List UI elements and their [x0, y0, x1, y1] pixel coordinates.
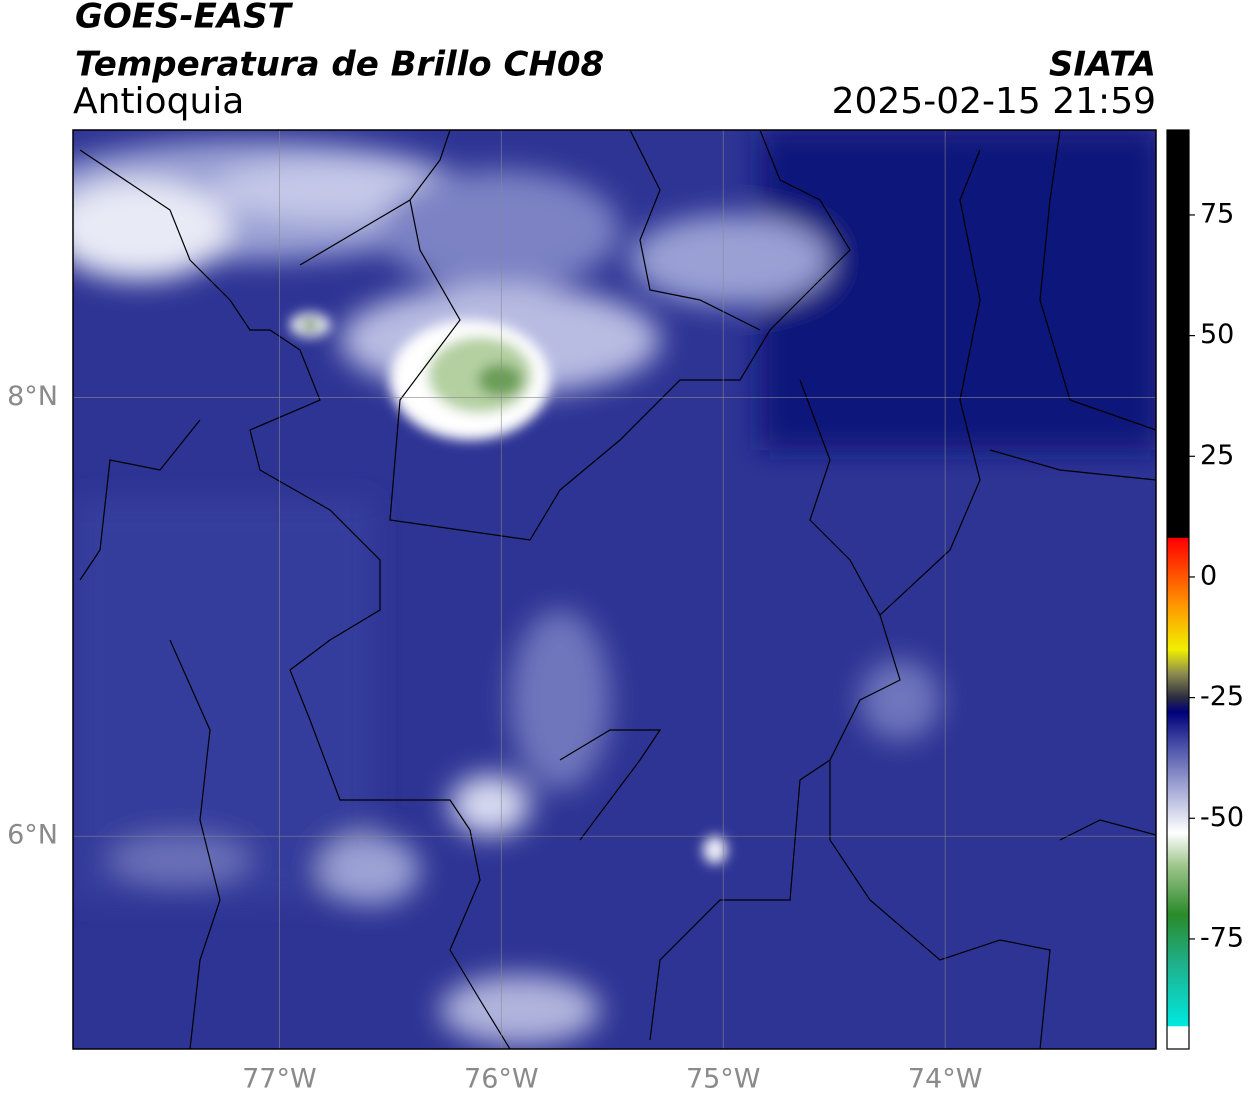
colorbar	[1166, 129, 1190, 1050]
source: SIATA	[1049, 45, 1156, 85]
convective-cores	[290, 313, 727, 864]
lat-label: 6°N	[7, 820, 58, 851]
colorbar-tick-label: 25	[1200, 440, 1234, 471]
region: Antioquia	[73, 81, 244, 122]
subtitle: Temperatura de Brillo CH08	[75, 45, 604, 85]
colorbar-tick-label: -75	[1200, 922, 1244, 953]
colorbar-tick-label: -25	[1200, 681, 1244, 712]
lon-label: 75°W	[686, 1064, 761, 1095]
imagery	[73, 130, 1156, 1049]
borders	[79, 130, 1156, 1049]
lon-label: 77°W	[242, 1064, 317, 1095]
colorbar-tick-label: 50	[1200, 319, 1234, 350]
title: GOES-EAST	[75, 0, 294, 37]
datetime: 2025-02-15 21:59	[832, 81, 1156, 122]
colorbar-tick-label: 75	[1200, 198, 1234, 229]
colorbar-tick-label: -50	[1200, 802, 1244, 833]
lon-label: 76°W	[464, 1064, 539, 1095]
lat-label: 8°N	[7, 381, 58, 412]
lon-label: 74°W	[908, 1064, 983, 1095]
map-frame	[72, 129, 1157, 1050]
colorbar-tick-label: 0	[1200, 560, 1217, 591]
graticule	[73, 130, 1156, 1049]
